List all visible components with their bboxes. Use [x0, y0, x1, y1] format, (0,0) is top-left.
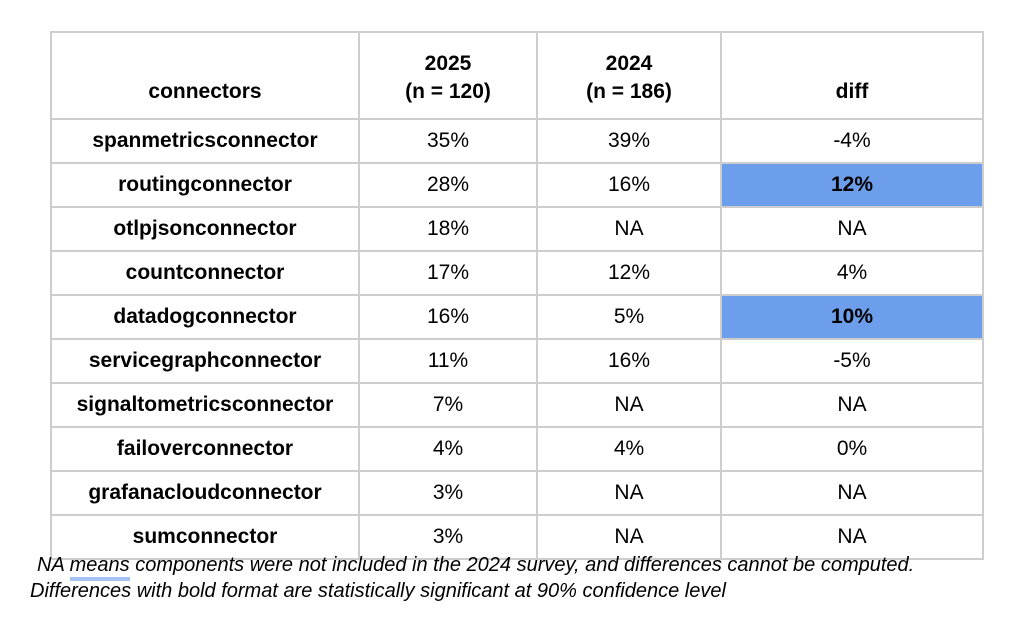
value-2024: NA: [536, 206, 722, 252]
table-row: signaltometricsconnector 7% NA NA: [50, 382, 984, 428]
value-2024: 4%: [536, 426, 722, 472]
diff-value: 0%: [720, 426, 984, 472]
table-row: sumconnector 3% NA NA: [50, 514, 984, 560]
header-row: connectors 2025 (n = 120) 2024 (n = 186)…: [50, 31, 984, 120]
value-2024: NA: [536, 514, 722, 560]
connector-name: datadogconnector: [50, 294, 360, 340]
value-2025: 18%: [358, 206, 538, 252]
diff-value: -4%: [720, 118, 984, 164]
value-2025: 3%: [358, 514, 538, 560]
footnote-bold-explanation: Differences with bold format are statist…: [30, 580, 726, 602]
connector-name: grafanacloudconnector: [50, 470, 360, 516]
value-2025: 16%: [358, 294, 538, 340]
value-2024: 16%: [536, 162, 722, 208]
table-row: failoverconnector 4% 4% 0%: [50, 426, 984, 472]
value-2025: 17%: [358, 250, 538, 296]
diff-value: NA: [720, 382, 984, 428]
underlined-word: means: [69, 554, 130, 581]
diff-value: NA: [720, 514, 984, 560]
table-row: otlpjsonconnector 18% NA NA: [50, 206, 984, 252]
value-2024: 12%: [536, 250, 722, 296]
value-2024: 39%: [536, 118, 722, 164]
diff-value: 12%: [720, 162, 984, 208]
diff-value: -5%: [720, 338, 984, 384]
table-row: servicegraphconnector 11% 16% -5%: [50, 338, 984, 384]
connectors-survey-table: connectors 2025 (n = 120) 2024 (n = 186)…: [50, 31, 984, 560]
connector-name: spanmetricsconnector: [50, 118, 360, 164]
footnote-text-prefix: NA: [37, 554, 70, 576]
col-header-2024: 2024 (n = 186): [536, 31, 722, 120]
value-2024: NA: [536, 470, 722, 516]
connector-name: failoverconnector: [50, 426, 360, 472]
connector-name: servicegraphconnector: [50, 338, 360, 384]
value-2025: 3%: [358, 470, 538, 516]
connector-name: countconnector: [50, 250, 360, 296]
diff-value: NA: [720, 470, 984, 516]
value-2025: 28%: [358, 162, 538, 208]
value-2024: 5%: [536, 294, 722, 340]
footnote-na-explanation: NA means components were not included in…: [0, 552, 1010, 581]
table-row: grafanacloudconnector 3% NA NA: [50, 470, 984, 516]
connector-name: sumconnector: [50, 514, 360, 560]
table-row: datadogconnector 16% 5% 10%: [50, 294, 984, 340]
connector-name: otlpjsonconnector: [50, 206, 360, 252]
table-row: countconnector 17% 12% 4%: [50, 250, 984, 296]
value-2024: 16%: [536, 338, 722, 384]
diff-value: 10%: [720, 294, 984, 340]
table-row: routingconnector 28% 16% 12%: [50, 162, 984, 208]
table-header: connectors 2025 (n = 120) 2024 (n = 186)…: [50, 31, 984, 120]
value-2024: NA: [536, 382, 722, 428]
col-header-connectors: connectors: [50, 31, 360, 120]
footnotes: NA means components were not included in…: [0, 552, 1010, 604]
col-header-diff: diff: [720, 31, 984, 120]
value-2025: 11%: [358, 338, 538, 384]
table-row: spanmetricsconnector 35% 39% -4%: [50, 118, 984, 164]
connector-name: routingconnector: [50, 162, 360, 208]
diff-value: 4%: [720, 250, 984, 296]
table-body: spanmetricsconnector 35% 39% -4% routing…: [50, 118, 984, 560]
diff-value: NA: [720, 206, 984, 252]
col-header-2025: 2025 (n = 120): [358, 31, 538, 120]
value-2025: 7%: [358, 382, 538, 428]
value-2025: 4%: [358, 426, 538, 472]
connector-name: signaltometricsconnector: [50, 382, 360, 428]
value-2025: 35%: [358, 118, 538, 164]
footnote-text-suffix: components were not included in the 2024…: [129, 554, 915, 576]
